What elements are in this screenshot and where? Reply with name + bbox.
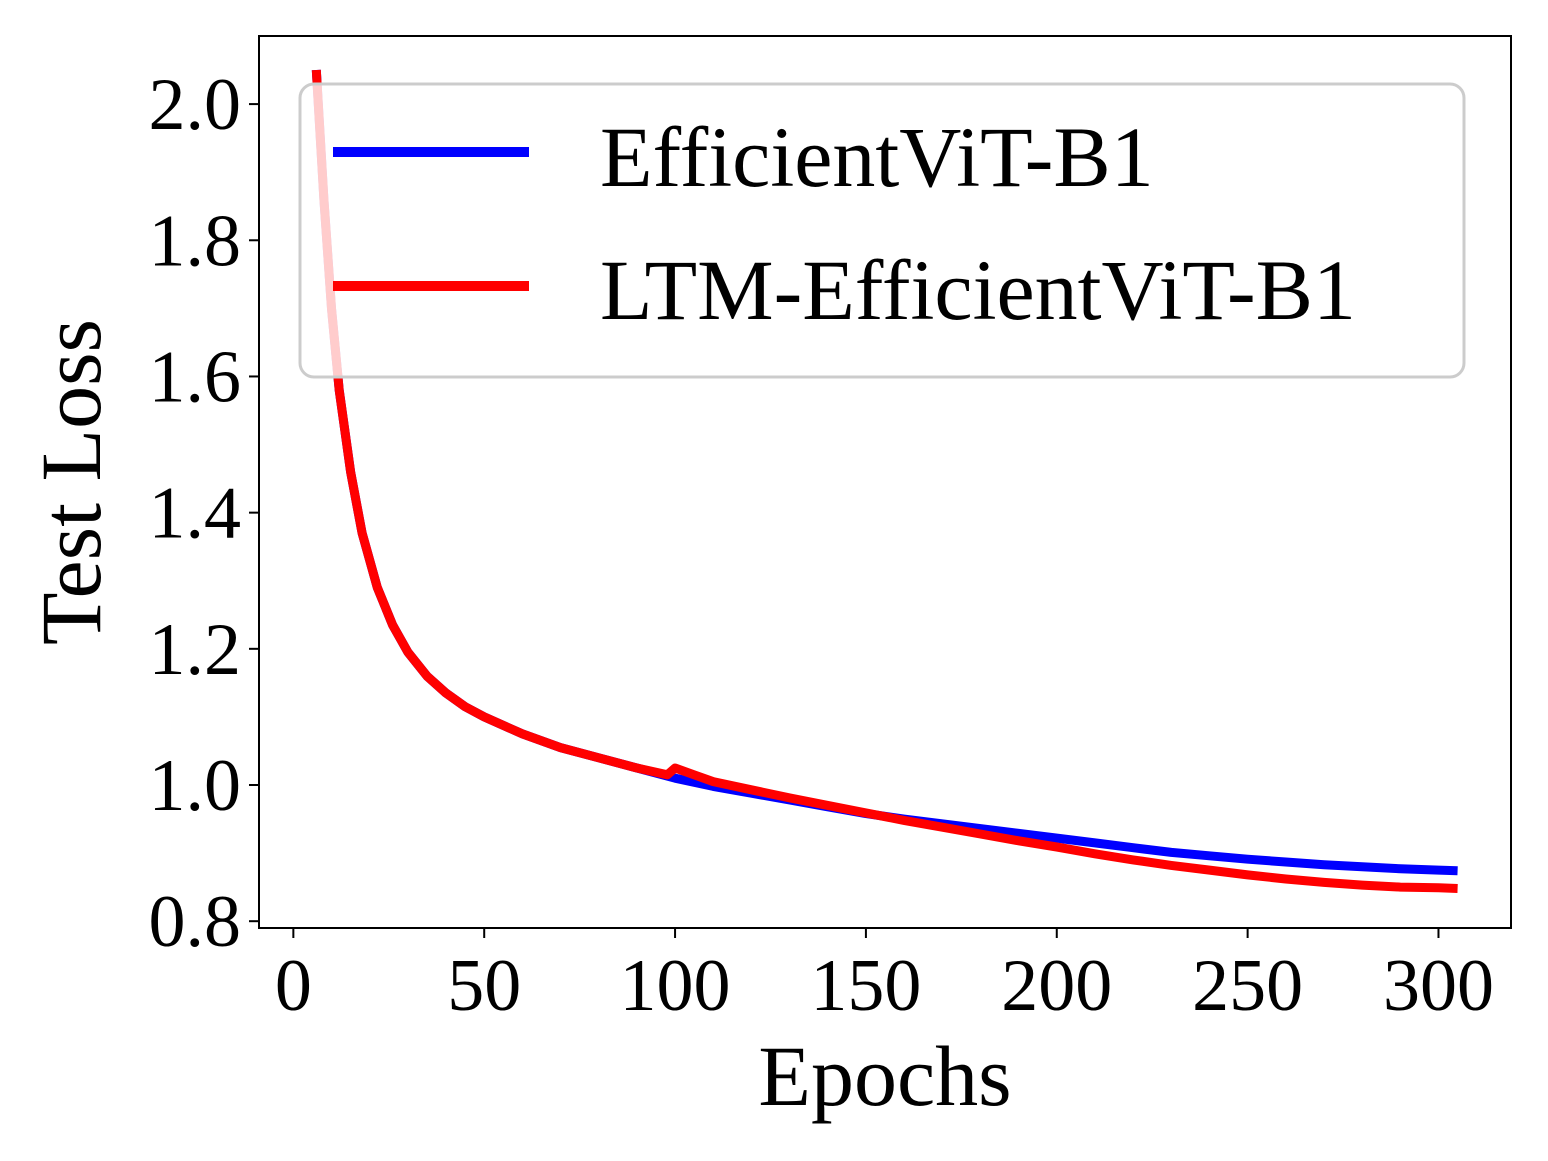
legend-box	[298, 82, 1466, 379]
y-axis-title: Test Loss	[23, 319, 119, 645]
x-tick-label: 0	[275, 945, 312, 1027]
y-tick-label: 1.0	[149, 745, 242, 827]
y-tick-label: 1.4	[149, 473, 242, 555]
x-axis-title: Epochs	[758, 1028, 1011, 1124]
y-tick-label: 2.0	[149, 64, 242, 146]
y-axis: 0.8 1.0 1.2 1.4 1.6 1.8 2.0	[149, 64, 259, 963]
y-tick-label: 0.8	[149, 881, 242, 963]
x-tick-label: 300	[1383, 945, 1494, 1027]
x-tick-label: 200	[1001, 945, 1112, 1027]
series-line-ltm-efficientvit-b1	[311, 69, 1458, 893]
y-tick-label: 1.8	[149, 200, 242, 282]
y-tick-label: 1.2	[149, 609, 242, 691]
legend-label-efficientvit-b1: EfficientViT-B1	[600, 109, 1154, 205]
x-tick-label: 250	[1192, 945, 1303, 1027]
legend: EfficientViT-B1 LTM-EfficientViT-B1	[298, 82, 1466, 379]
x-tick-label: 100	[620, 945, 731, 1027]
plot-lines	[311, 69, 1458, 893]
legend-label-ltm-efficientvit-b1: LTM-EfficientViT-B1	[600, 242, 1356, 338]
x-tick-label: 150	[810, 945, 921, 1027]
plot-frame	[258, 35, 1512, 929]
x-tick-label: 50	[447, 945, 521, 1027]
x-axis: 0 50 100 150 200 250 300	[275, 928, 1494, 1027]
y-tick-label: 1.6	[149, 336, 242, 418]
